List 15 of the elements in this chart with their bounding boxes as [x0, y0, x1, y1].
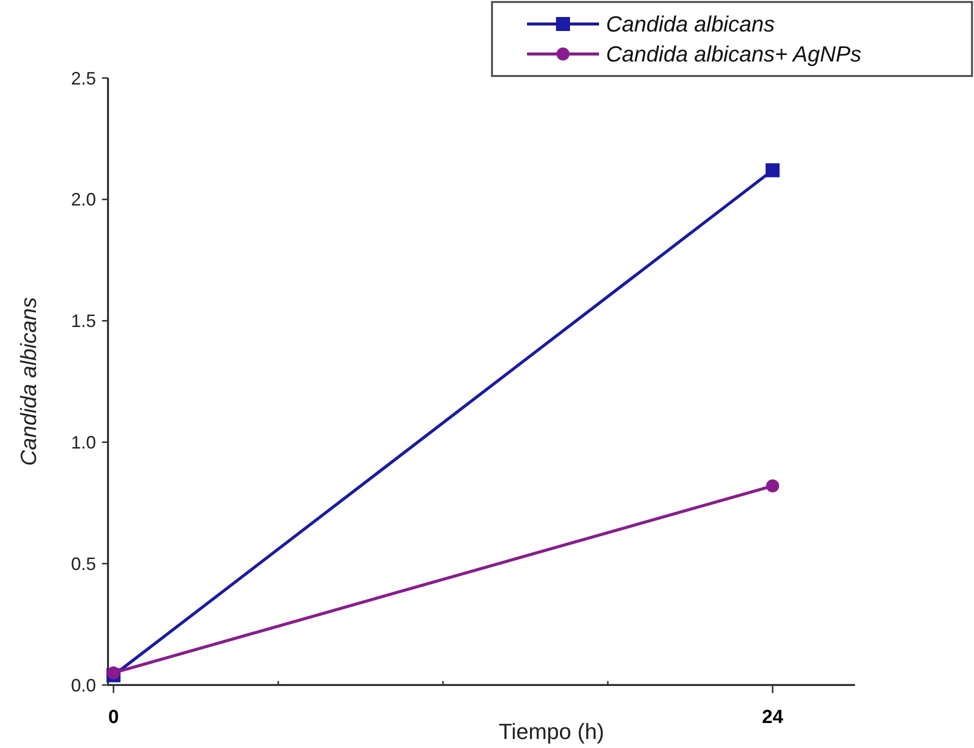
- y-tick-label: 0.0: [70, 675, 96, 696]
- legend-label: Candida albicans+ AgNPs: [606, 42, 862, 67]
- y-tick-label: 1.5: [70, 311, 96, 332]
- x-tick-label: 24: [762, 707, 784, 728]
- y-tick-label: 2.0: [70, 190, 96, 210]
- legend-label: Candida albicans: [606, 12, 775, 37]
- x-axis-title: Tiempo (h): [498, 719, 604, 744]
- point: [106, 666, 120, 680]
- y-axis-title: Candida albicans: [16, 297, 41, 466]
- x-tick-label: 0: [108, 707, 119, 728]
- y-tick-label: 2.5: [70, 68, 96, 88]
- y-tick-label: 1.0: [70, 432, 96, 452]
- point: [766, 479, 780, 492]
- point: [766, 163, 780, 178]
- y-tick-label: 0.5: [70, 554, 96, 574]
